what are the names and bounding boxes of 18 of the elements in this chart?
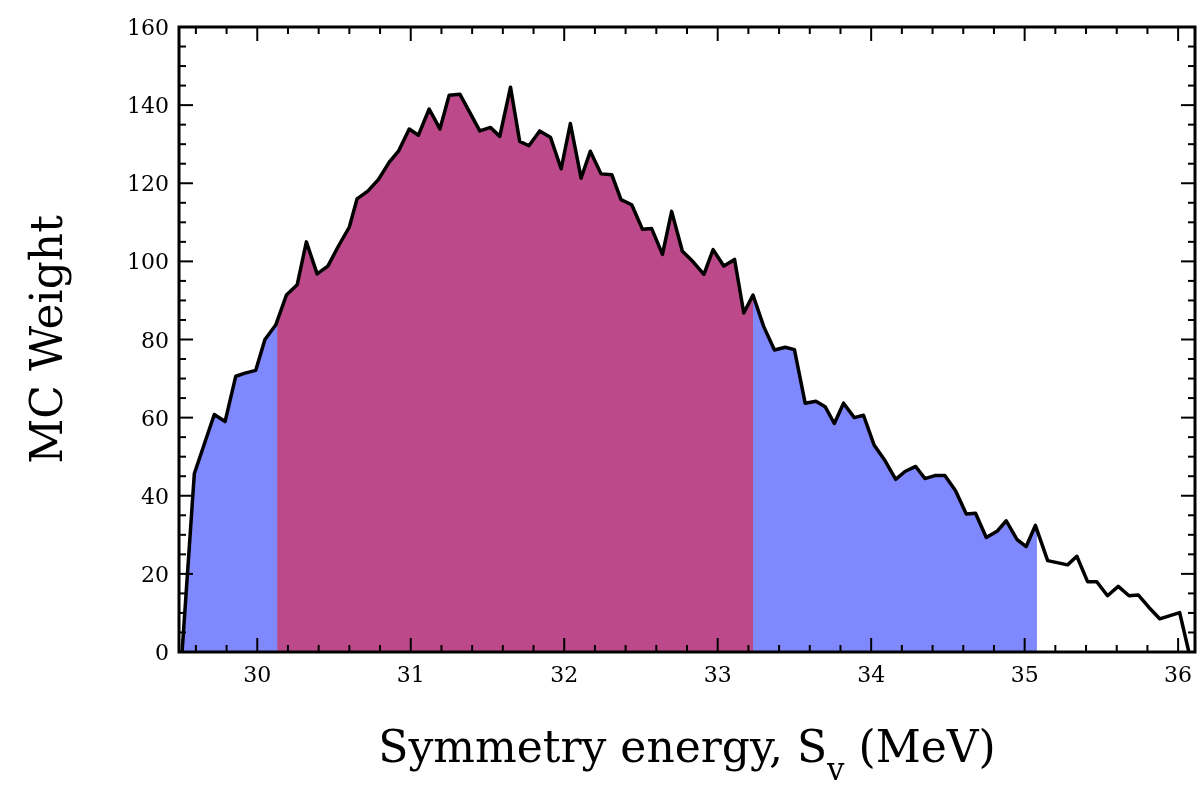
x-tick-label: 31 — [396, 662, 425, 687]
y-tick-label: 0 — [155, 640, 169, 665]
y-tick-label: 20 — [141, 561, 169, 587]
x-axis-title: Symmetry energy, S$_{v}$ (MeV) — [378, 721, 996, 787]
x-tick-label: 35 — [1010, 662, 1039, 687]
y-tick-label: 160 — [127, 15, 169, 40]
x-tick-label: 32 — [550, 662, 579, 687]
x-tick-label: 30 — [243, 662, 272, 687]
x-tick-label: 33 — [703, 662, 732, 687]
x-tick-label: 36 — [1164, 662, 1193, 687]
y-tick-label: 120 — [127, 171, 169, 197]
y-tick-label: 40 — [141, 483, 169, 509]
y-tick-label: 100 — [127, 249, 169, 275]
y-tick-label: 80 — [141, 327, 169, 353]
y-axis-title: MC Weight — [21, 214, 72, 464]
y-tick-label: 140 — [127, 93, 169, 119]
y-tick-label: 60 — [141, 405, 169, 431]
x-tick-label: 34 — [857, 662, 886, 687]
